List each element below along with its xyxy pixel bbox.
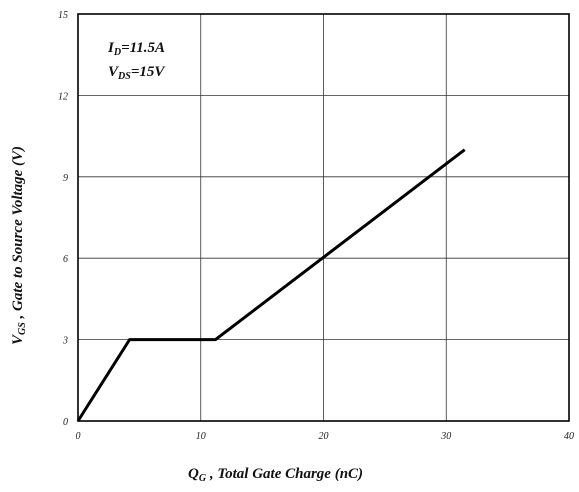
x-tick-label-1: 10: [196, 431, 206, 442]
plot-frame: [77, 13, 570, 422]
annotation-drain-source-voltage: VDS=15V: [108, 64, 166, 82]
x-axis-title: QG , Total Gate Charge (nC): [188, 466, 363, 484]
y-tick-labels: 0 3 6 9 12 15: [58, 10, 68, 428]
y-tick-label-0: 0: [63, 417, 68, 428]
x-tick-label-0: 0: [76, 431, 81, 442]
y-axis-title: VGS , Gate to Source Voltage (V): [10, 146, 28, 345]
y-tick-label-4: 12: [58, 91, 68, 102]
series-line-0: [76, 148, 466, 422]
x-tick-label-2: 20: [319, 431, 329, 442]
y-tick-label-3: 9: [63, 173, 68, 184]
y-tick-label-5: 15: [58, 10, 68, 21]
x-tick-labels: 0 10 20 30 40: [76, 431, 575, 442]
series-layer: [76, 148, 466, 422]
x-tick-label-3: 30: [440, 431, 451, 442]
y-tick-label-1: 3: [62, 336, 68, 347]
x-tick-label-4: 40: [564, 431, 574, 442]
y-tick-label-2: 6: [63, 254, 68, 265]
annotation-drain-current: ID=11.5A: [107, 40, 165, 58]
